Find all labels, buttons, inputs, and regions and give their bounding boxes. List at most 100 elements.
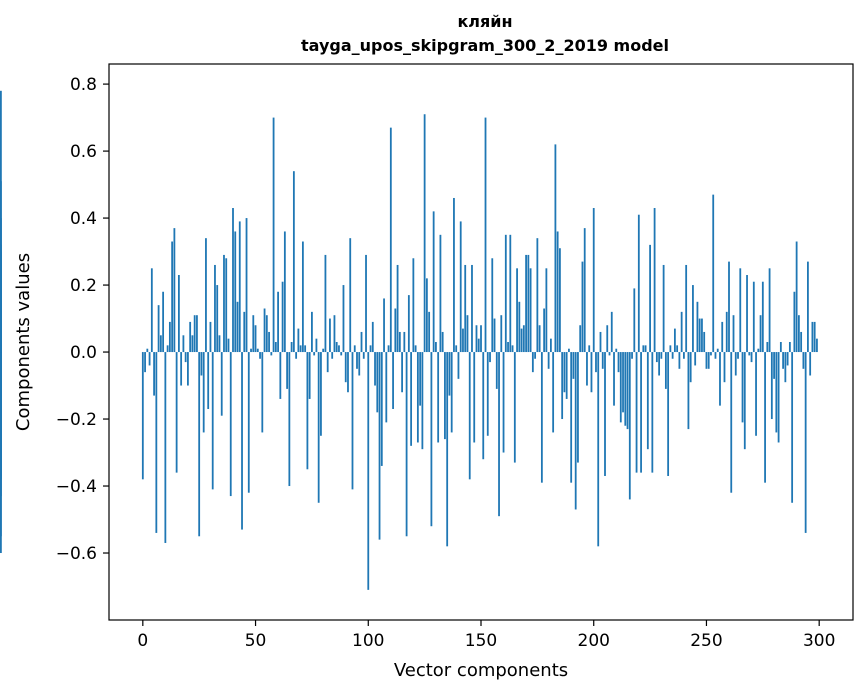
bar-component-173 <box>531 352 534 373</box>
bar-component-139 <box>455 345 458 353</box>
bar-component-68 <box>295 352 298 359</box>
bar-component-8 <box>159 335 162 353</box>
bar-component-225 <box>649 244 651 353</box>
bar-component-281 <box>775 352 778 433</box>
bar-component-115 <box>401 352 403 393</box>
bar-component-292 <box>800 331 803 353</box>
bar-component-165 <box>513 352 516 463</box>
bar-component-37 <box>225 258 228 353</box>
bar-component-142 <box>462 328 464 353</box>
bar-component-222 <box>642 345 645 353</box>
bar-component-92 <box>349 238 352 353</box>
bar-component-170 <box>525 254 527 353</box>
bar-component-263 <box>734 352 737 376</box>
bar-component-122 <box>416 352 419 443</box>
bar-component-267 <box>743 352 746 450</box>
bar-component-224 <box>646 352 649 450</box>
bar-component-18 <box>182 335 185 353</box>
bar-component-98 <box>362 352 365 359</box>
y-tick-label: 0.0 <box>70 343 97 363</box>
bar-component-undefined <box>0 345 2 353</box>
bar-component-174 <box>534 352 537 359</box>
bar-component-199 <box>590 352 593 393</box>
bar-component-193 <box>577 352 579 463</box>
bar-component-28 <box>205 238 207 353</box>
x-tick-label: 100 <box>352 631 384 651</box>
bar-component-290 <box>795 241 798 353</box>
bar-component-17 <box>180 352 183 386</box>
bar-component-177 <box>540 352 543 483</box>
bar-component-59 <box>274 342 277 353</box>
bar-component-12 <box>168 321 171 353</box>
bar-component-282 <box>777 352 780 443</box>
bar-component-147 <box>473 352 476 443</box>
bar-component-106 <box>380 352 383 466</box>
bar-component-223 <box>644 345 647 353</box>
bar-component-280 <box>773 352 775 379</box>
bar-component-46 <box>245 218 248 353</box>
bar-component-279 <box>770 352 773 420</box>
bar-component-71 <box>301 241 304 353</box>
bar-component-151 <box>482 352 485 460</box>
bar-component-1 <box>144 352 146 373</box>
bar-component-7 <box>157 305 160 353</box>
bar-component-5 <box>153 352 155 396</box>
bar-component-80 <box>322 348 325 353</box>
bar-component-145 <box>468 352 471 480</box>
bar-component-9 <box>162 291 165 353</box>
bar-component-181 <box>549 338 552 353</box>
bar-component-168 <box>520 328 523 353</box>
bar-component-287 <box>788 342 791 353</box>
bar-component-62 <box>281 281 284 353</box>
bar-component-60 <box>277 291 279 353</box>
bar-component-99 <box>365 254 367 353</box>
bar-component-270 <box>750 352 753 363</box>
bar-component-245 <box>694 352 697 366</box>
bar-component-150 <box>480 325 482 353</box>
bar-component-22 <box>191 335 194 353</box>
bar-component-298 <box>813 321 816 353</box>
y-tick-label: 0.8 <box>70 75 97 95</box>
bar-component-14 <box>173 228 176 353</box>
bar-component-16 <box>177 275 180 353</box>
bar-component-105 <box>378 352 381 540</box>
bar-component-66 <box>290 342 293 353</box>
bar-component-216 <box>628 352 631 500</box>
bar-component-10 <box>164 352 167 543</box>
bar-component-75 <box>311 311 313 353</box>
bar-component-130 <box>435 342 437 353</box>
bar-component-125 <box>423 114 426 353</box>
x-tick-label: 200 <box>578 631 610 651</box>
bar-component-40 <box>232 208 234 353</box>
bar-component-85 <box>333 315 336 353</box>
bar-component-135 <box>446 352 449 547</box>
bar-component-266 <box>741 352 744 423</box>
bar-component-76 <box>313 352 316 356</box>
bar-component-126 <box>425 278 428 353</box>
axes-group: 0 50 100 150 200 250 300 −0.6 −0.4 −0.2 0.0 0.2 0.4 0… <box>56 75 836 651</box>
bar-component-undefined <box>0 352 2 554</box>
bar-component-45 <box>243 311 246 353</box>
bar-component-157 <box>495 352 498 389</box>
bar-component-164 <box>511 345 514 353</box>
bar-component-252 <box>710 352 712 356</box>
bar-component-4 <box>150 268 153 353</box>
bar-component-158 <box>498 352 500 517</box>
bar-component-153 <box>486 352 489 436</box>
bar-component-33 <box>216 285 219 353</box>
bar-component-185 <box>559 248 561 353</box>
bar-component-152 <box>484 117 487 353</box>
bar-component-128 <box>430 352 433 527</box>
bar-component-229 <box>658 352 661 376</box>
bar-component-210 <box>615 348 618 353</box>
bar-component-294 <box>804 352 807 533</box>
bar-component-156 <box>493 318 496 353</box>
bar-component-258 <box>723 352 726 383</box>
bar-component-277 <box>766 342 769 353</box>
bar-component-114 <box>398 331 401 353</box>
bar-component-235 <box>671 352 674 359</box>
bar-component-293 <box>802 352 805 369</box>
bar-component-242 <box>687 352 690 430</box>
bar-component-273 <box>757 348 760 353</box>
